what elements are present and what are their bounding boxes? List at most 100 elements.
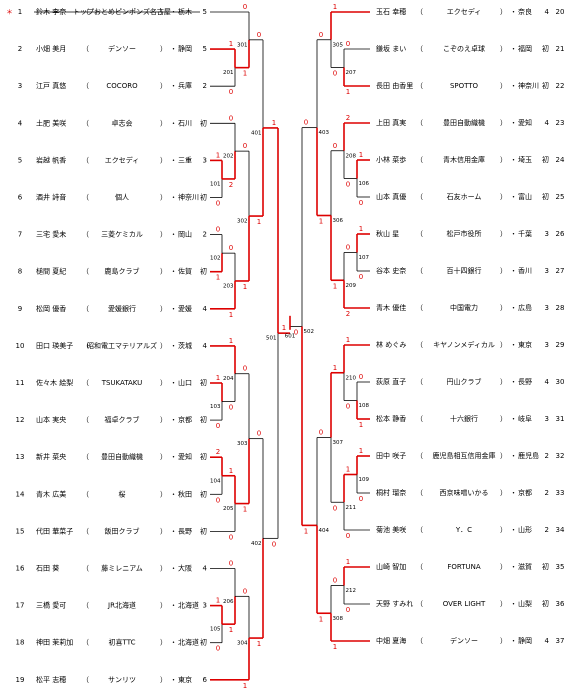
player-name: 中畑 夏海 (376, 636, 406, 645)
team: 中国電力 (450, 303, 478, 312)
match-no: 306 (333, 218, 344, 224)
sep: ・ (510, 489, 517, 497)
pref: 神奈川 (178, 193, 199, 202)
sep: ・ (170, 676, 177, 684)
score: 0 (359, 199, 363, 207)
score: 0 (229, 114, 233, 122)
seed: 初 (200, 378, 207, 387)
paren: ） (500, 304, 507, 312)
paren: ） (500, 637, 507, 645)
paren: （ (82, 490, 89, 498)
paren: （ (416, 119, 423, 127)
player-no: 18 (16, 639, 25, 647)
paren: ） (500, 489, 507, 497)
paren: ） (160, 565, 167, 573)
score: 1 (229, 467, 233, 475)
seed: 2 (545, 526, 549, 534)
player-name: 鎌坂 まい (376, 44, 406, 53)
pref: 栃木 (178, 7, 192, 16)
paren: ） (500, 82, 507, 90)
seed: 初 (200, 526, 207, 535)
team: エクセディ (105, 155, 140, 164)
paren: （ (82, 268, 89, 276)
sep: ・ (170, 305, 177, 313)
score: 0 (319, 31, 323, 39)
pref: 神奈川 (518, 81, 539, 90)
match-no: 502 (304, 329, 315, 335)
player-name: 土肥 美咲 (36, 118, 66, 127)
match-no: 501 (266, 336, 277, 342)
score: 0 (229, 88, 233, 96)
sep: ・ (510, 452, 517, 460)
pref: 佐賀 (178, 267, 192, 276)
match-no: 402 (251, 541, 262, 547)
team: サンリツ (108, 676, 136, 684)
match-no: 211 (346, 505, 357, 511)
paren: （ (82, 305, 89, 313)
sep: ・ (510, 8, 517, 16)
match-no: 103 (210, 404, 221, 410)
player-no: 17 (16, 602, 25, 610)
player-no: 2 (18, 45, 22, 53)
seed: 初 (542, 192, 549, 201)
pref: 東京 (518, 340, 532, 349)
score: 1 (229, 311, 233, 319)
player-no: 27 (556, 267, 565, 275)
sep: ・ (510, 563, 517, 571)
score: 1 (243, 682, 247, 689)
seed: 2 (545, 489, 549, 497)
match-no: 302 (237, 219, 248, 225)
pref: 山口 (178, 378, 192, 387)
match-no: 403 (319, 130, 330, 136)
pref: 茨城 (178, 341, 192, 350)
player-no: 4 (18, 119, 23, 127)
player-no: 10 (16, 342, 25, 350)
player-name: 三橋 愛可 (36, 601, 66, 610)
sep: ・ (170, 527, 177, 535)
seed: 3 (203, 602, 207, 610)
paren: （ (82, 342, 89, 350)
sep: ・ (170, 453, 177, 461)
score: 0 (272, 540, 276, 548)
score: 1 (243, 283, 247, 291)
player-no: 5 (18, 156, 22, 164)
player-name: 天野 すみれ (376, 600, 413, 608)
player-no: 13 (16, 453, 25, 461)
sep: ・ (170, 82, 177, 90)
score: 0 (243, 365, 247, 373)
player-name: 小畑 美月 (36, 44, 66, 53)
paren: ） (160, 453, 167, 461)
paren: ） (160, 602, 167, 610)
paren: ） (500, 526, 507, 534)
seed: 3 (203, 156, 207, 164)
paren: ） (500, 156, 507, 164)
player-no: 21 (556, 45, 565, 53)
team: TSUKATAKU (101, 379, 143, 387)
sep: ・ (170, 268, 177, 276)
paren: ） (500, 8, 507, 16)
paren: （ (82, 527, 89, 535)
pref: 北海道 (178, 638, 199, 647)
pref: 静岡 (518, 636, 532, 645)
pref: 鹿児島 (518, 451, 539, 460)
paren: ） (160, 156, 167, 164)
sep: ・ (170, 8, 177, 16)
player-name: 玉石 幸穂 (376, 7, 406, 16)
seed: 4 (545, 8, 550, 16)
paren: （ (416, 45, 423, 53)
paren: ） (160, 194, 167, 202)
paren: （ (82, 82, 89, 90)
player-no: 24 (556, 156, 565, 164)
score: 0 (346, 40, 350, 48)
pref: 静岡 (178, 44, 192, 53)
team: 円山クラブ (447, 377, 482, 386)
sep: ・ (510, 341, 517, 349)
score: 1 (216, 597, 220, 605)
paren: （ (82, 565, 89, 573)
seed: 4 (545, 637, 550, 645)
match-no: 401 (251, 130, 262, 136)
score: 0 (294, 329, 298, 337)
match-no: 209 (346, 283, 357, 289)
score: 0 (346, 606, 350, 614)
sep: ・ (170, 490, 177, 498)
